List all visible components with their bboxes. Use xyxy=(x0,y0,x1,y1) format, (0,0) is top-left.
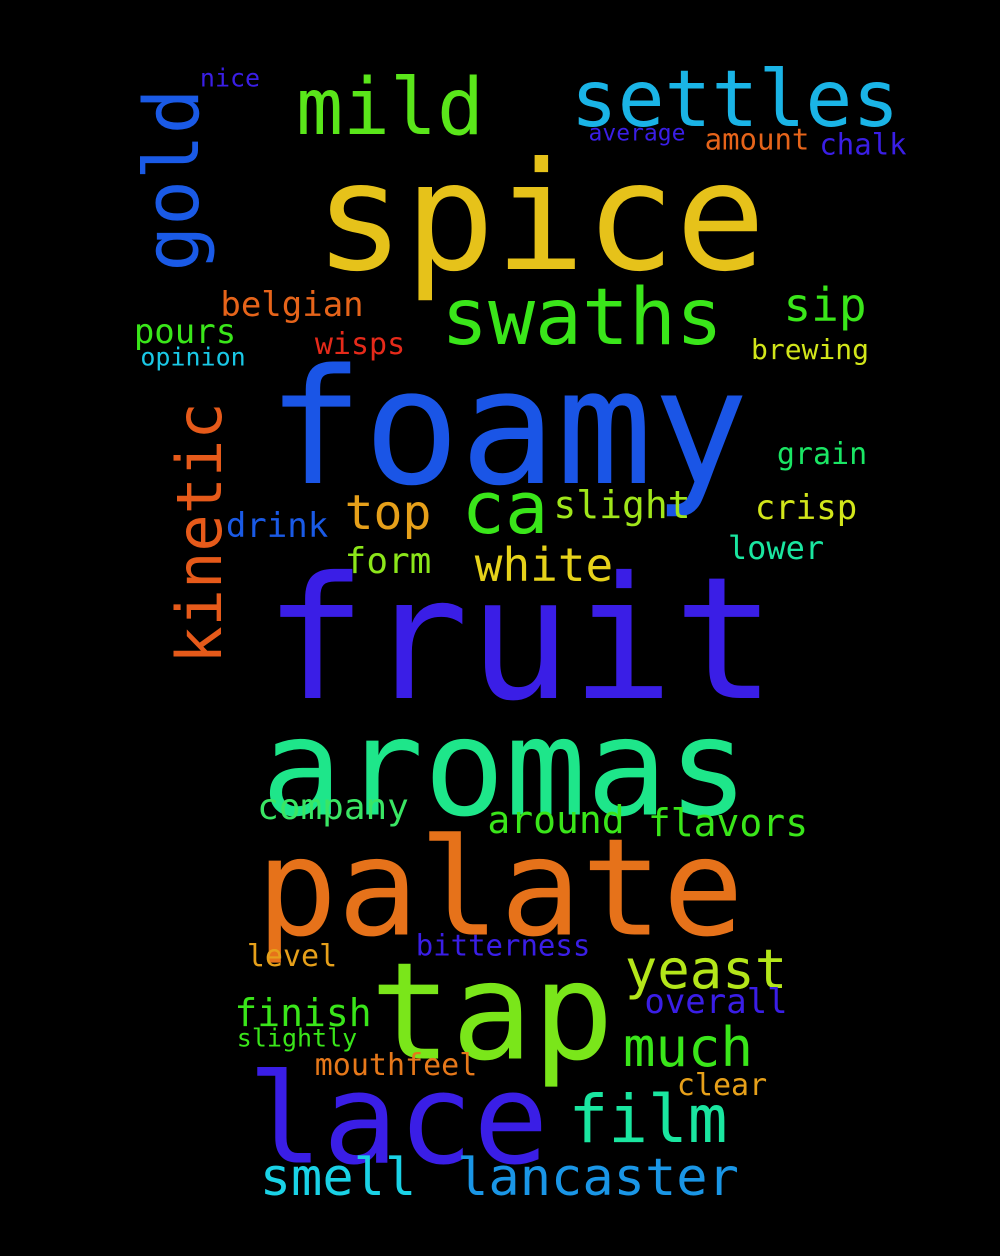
word-aromas: aromas xyxy=(261,689,749,847)
word-around: around xyxy=(487,798,625,842)
word-company: company xyxy=(257,787,409,828)
word-bitterness: bitterness xyxy=(415,928,591,963)
word-spice: spice xyxy=(314,131,766,305)
word-swaths: swaths xyxy=(441,273,723,363)
word-foamy: foamy xyxy=(267,334,749,521)
word-slightly: slightly xyxy=(236,1023,358,1053)
word-clear: clear xyxy=(676,1068,768,1103)
word-slight: slight xyxy=(553,483,691,527)
word-white: white xyxy=(474,538,614,592)
word-overall: overall xyxy=(644,982,788,1022)
word-fruit: fruit xyxy=(264,541,776,739)
word-brewing: brewing xyxy=(750,333,870,366)
word-yeast: yeast xyxy=(624,938,788,1001)
word-finish: finish xyxy=(234,991,372,1035)
word-amount: amount xyxy=(704,122,810,157)
word-smell: smell xyxy=(259,1148,417,1208)
word-drink: drink xyxy=(225,506,329,546)
word-lace: lace xyxy=(247,1047,549,1193)
word-opinion: opinion xyxy=(140,342,246,372)
word-film: film xyxy=(568,1081,728,1158)
word-flavors: flavors xyxy=(647,801,809,845)
word-lancaster: lancaster xyxy=(457,1148,739,1208)
word-pours: pours xyxy=(133,312,237,352)
word-wisps: wisps xyxy=(314,327,406,362)
word-top: top xyxy=(344,485,432,541)
word-settles: settles xyxy=(570,55,900,145)
word-lower: lower xyxy=(727,529,825,567)
word-average: average xyxy=(588,120,686,147)
word-palate: palate xyxy=(256,809,744,967)
word-level: level xyxy=(246,939,338,974)
word-grain: grain xyxy=(776,437,868,472)
word-mouthfeel: mouthfeel xyxy=(314,1048,478,1083)
word-chalk: chalk xyxy=(819,127,907,162)
word-kinetic: kinetic xyxy=(163,402,236,664)
word-nice: nice xyxy=(199,63,261,93)
word-mild: mild xyxy=(296,63,484,153)
word-much: much xyxy=(622,1016,754,1079)
word-sip: sip xyxy=(783,278,867,332)
word-gold: gold xyxy=(127,88,216,272)
word-crisp: crisp xyxy=(754,488,858,528)
word-tap: tap xyxy=(370,933,614,1091)
word-form: form xyxy=(344,541,432,582)
word-ca: ca xyxy=(461,466,549,550)
word-belgian: belgian xyxy=(220,285,364,325)
